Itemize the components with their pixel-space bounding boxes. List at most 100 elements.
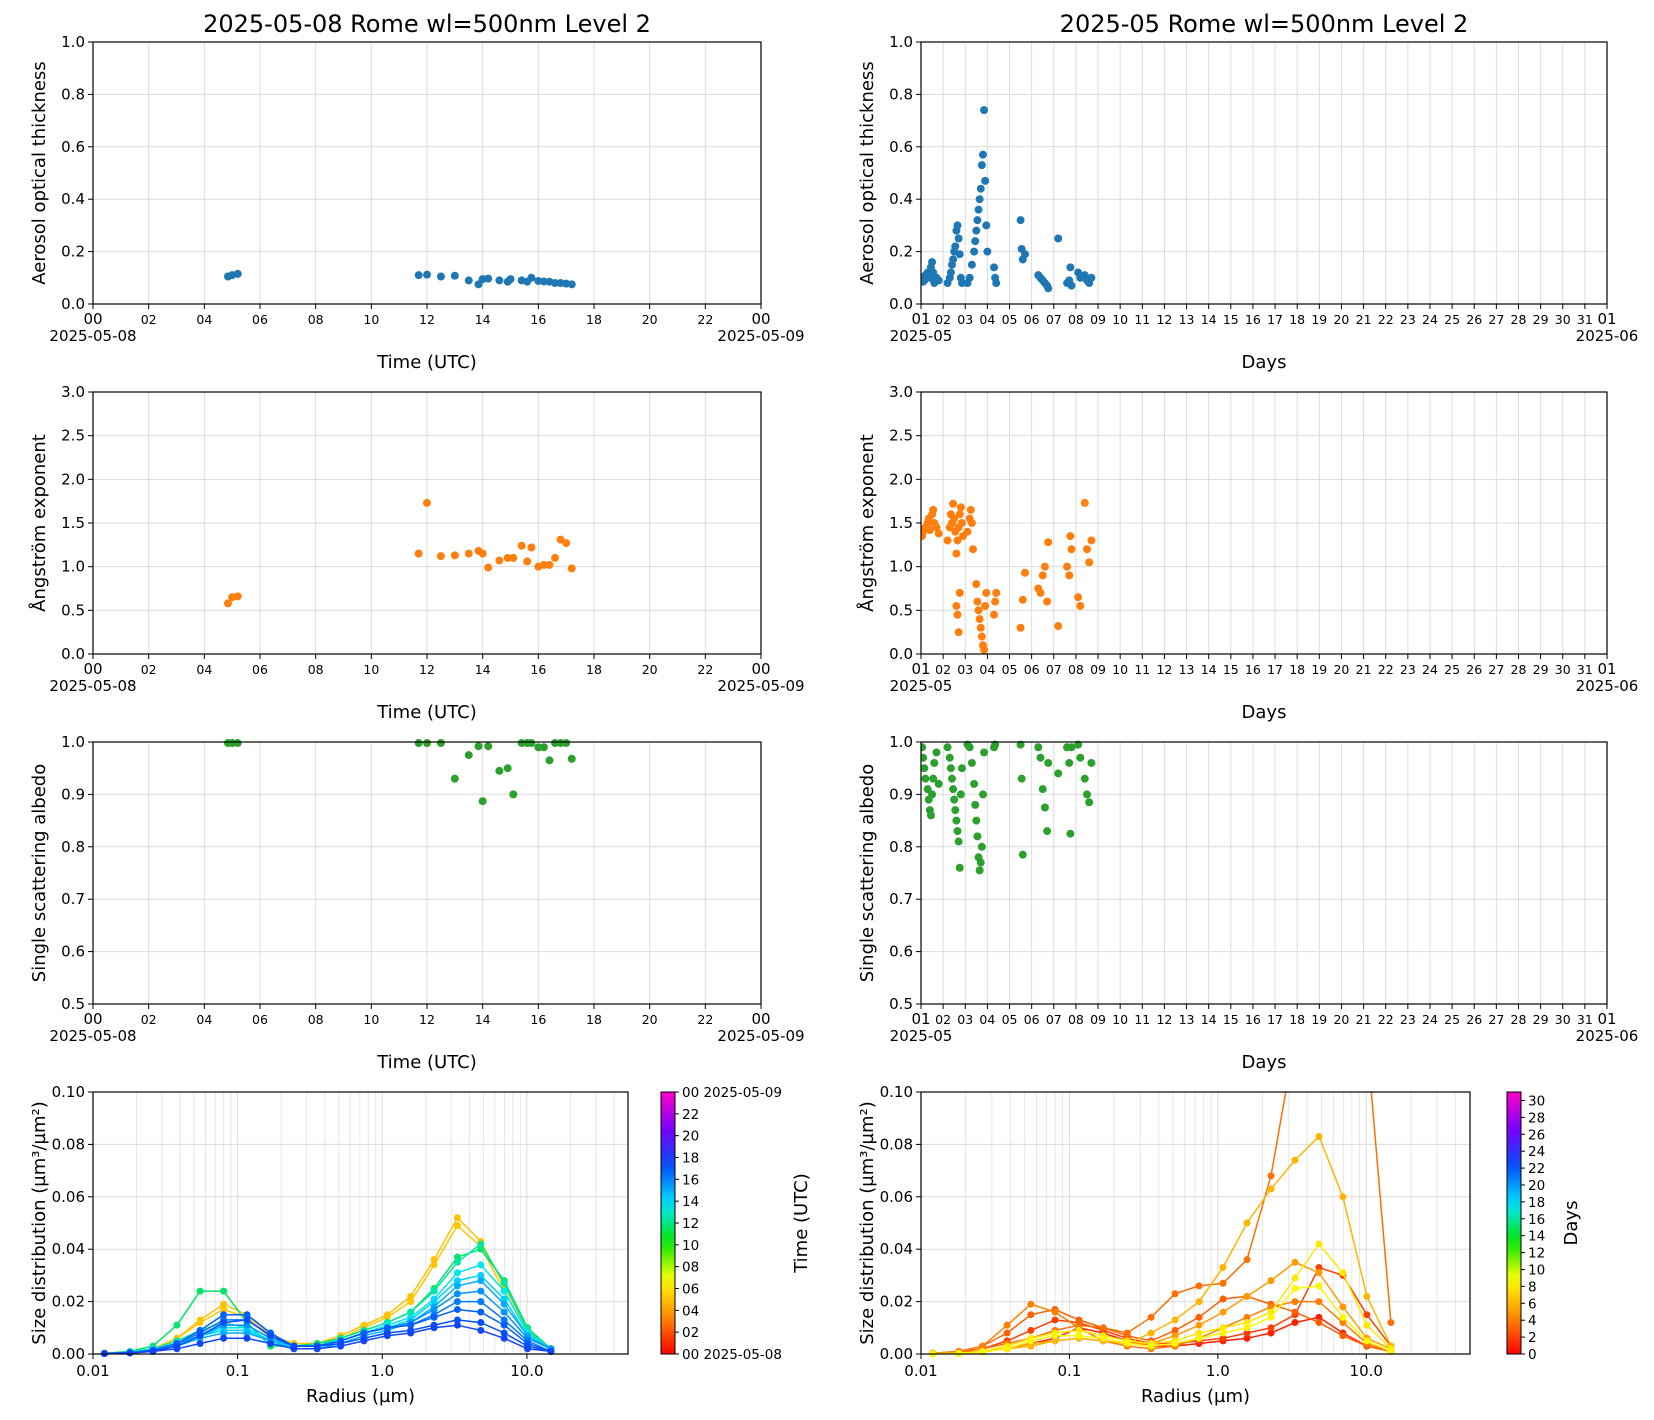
- series-path: [104, 1248, 552, 1354]
- chart-daily-aot: 0.0 0.2 0.4 0.6 0.8 1.0 00 02 04 06 08 10 12 14 16 18 20…: [29, 10, 805, 373]
- data-point: [1076, 601, 1085, 610]
- x-start-label: 2025-05: [890, 677, 953, 695]
- x-tick-label: 13: [1179, 662, 1195, 677]
- colorbar-tick-label: 04: [682, 1303, 699, 1319]
- colorbar-tick-label: 12: [682, 1216, 699, 1232]
- y-tick-label: 2.0: [889, 470, 913, 488]
- series-point: [1243, 1256, 1251, 1264]
- y-axis-label: Size distribution (µm³/µm²): [29, 1101, 50, 1344]
- colorbar-tick-label: 20: [682, 1129, 699, 1145]
- data-point: [1066, 532, 1075, 541]
- series-point: [453, 1316, 461, 1324]
- data-point: [233, 269, 242, 278]
- x-tick-label: 10: [363, 312, 379, 327]
- x-tick-label: 25: [1444, 312, 1460, 327]
- y-tick-label: 1.0: [889, 33, 913, 51]
- series-point: [196, 1332, 204, 1340]
- colorbar-gradient: [660, 1091, 676, 1355]
- x-tick-label: 19: [1311, 662, 1327, 677]
- series-point: [220, 1329, 228, 1337]
- series-point: [337, 1342, 345, 1350]
- data-point: [945, 753, 954, 762]
- data-point: [921, 774, 930, 783]
- series-point: [1363, 1036, 1370, 1043]
- data-point: [551, 553, 560, 562]
- x-tick-label: 08: [1068, 312, 1084, 327]
- x-tick-label: 24: [1422, 1012, 1438, 1027]
- series-point: [1339, 1319, 1347, 1327]
- x-tick-label: 16: [530, 1012, 546, 1027]
- data-point: [977, 842, 986, 851]
- data-point: [1021, 250, 1030, 259]
- y-tick-label: 1.0: [889, 733, 913, 751]
- x-tick-label: 18: [586, 662, 602, 677]
- x-end-label: 2025-06: [1576, 677, 1639, 695]
- y-tick-label: 0.00: [52, 1345, 85, 1363]
- x-tick-label: 07: [1046, 312, 1062, 327]
- colorbar-tick-label: 10: [682, 1238, 699, 1254]
- series-point: [500, 1295, 508, 1303]
- data-point: [963, 527, 972, 536]
- data-point: [506, 275, 515, 284]
- x-tick-label: 06: [252, 662, 268, 677]
- data-point: [921, 753, 928, 762]
- x-end-label: 2025-05-09: [717, 327, 804, 345]
- x-tick-label: 27: [1488, 662, 1504, 677]
- data-point: [980, 106, 989, 115]
- series-point: [1291, 1274, 1299, 1282]
- y-tick-label: 0.00: [880, 1345, 913, 1363]
- series-point: [430, 1261, 438, 1269]
- data-marks: [100, 1214, 555, 1357]
- data-point: [975, 195, 984, 204]
- x-tick-label: 16: [1245, 312, 1261, 327]
- series-point: [243, 1334, 251, 1342]
- series-point: [1219, 1279, 1227, 1287]
- data-point: [1040, 803, 1049, 812]
- x-tick-label: 08: [1068, 1012, 1084, 1027]
- x-tick-label: 00: [751, 310, 770, 328]
- x-tick-label: 16: [530, 312, 546, 327]
- x-tick-label: 02: [141, 1012, 157, 1027]
- data-point: [992, 279, 1001, 288]
- series-point: [1315, 1264, 1323, 1272]
- data-point: [484, 274, 493, 283]
- x-tick-label: 13: [1179, 312, 1195, 327]
- data-point: [990, 610, 999, 619]
- x-tick-label: 10: [1112, 312, 1128, 327]
- x-tick-label: 04: [979, 662, 995, 677]
- series-point: [1003, 1345, 1011, 1353]
- data-point: [1087, 273, 1096, 282]
- series-point: [430, 1287, 438, 1295]
- data-point: [980, 748, 989, 757]
- y-axis: 0.0 0.2 0.4 0.6 0.8 1.0: [889, 33, 921, 313]
- data-point: [1080, 498, 1089, 507]
- x-tick-label: 03: [957, 662, 973, 677]
- x-tick-label: 24: [1422, 312, 1438, 327]
- data-point: [974, 606, 983, 615]
- x-axis-label: Time (UTC): [376, 352, 477, 373]
- data-point: [1063, 562, 1072, 571]
- data-point: [981, 176, 990, 185]
- series-point: [220, 1287, 228, 1295]
- series-point: [267, 1340, 275, 1348]
- data-point: [414, 739, 423, 748]
- data-point: [503, 553, 512, 562]
- series-point: [477, 1271, 485, 1279]
- series-point: [1387, 1347, 1395, 1355]
- x-tick-label: 12: [419, 1012, 435, 1027]
- x-tick-label: 30: [1555, 662, 1571, 677]
- data-point: [932, 748, 941, 757]
- data-marks: [921, 740, 1096, 875]
- x-tick-label: 19: [1311, 1012, 1327, 1027]
- series-point: [1003, 1329, 1011, 1337]
- data-point: [953, 610, 962, 619]
- colorbar-tick-label: 26: [1528, 1127, 1545, 1143]
- series-point: [1315, 1298, 1323, 1306]
- x-tick-label: 15: [1223, 312, 1239, 327]
- series-point: [1291, 1036, 1298, 1043]
- data-point: [969, 545, 978, 554]
- series-line: [100, 1222, 555, 1357]
- y-axis-label: Aerosol optical thickness: [857, 61, 878, 284]
